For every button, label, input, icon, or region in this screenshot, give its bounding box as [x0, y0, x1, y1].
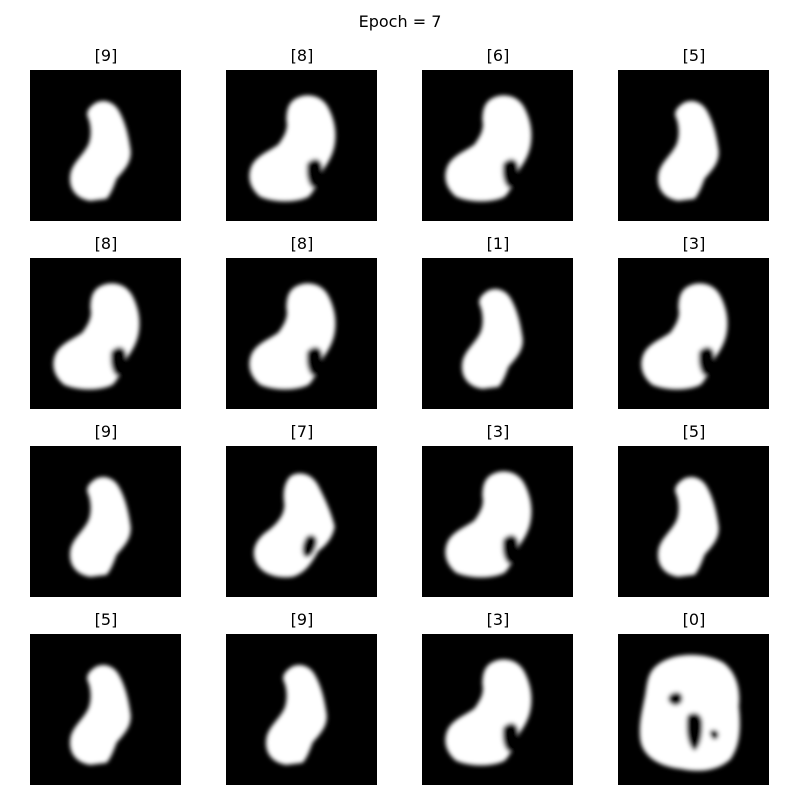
digit-stroke: [69, 665, 131, 765]
sample-label: [0]: [682, 610, 706, 629]
generated-digit-image: [30, 634, 181, 785]
digit-gap: [502, 723, 519, 753]
digit-stroke: [657, 101, 719, 201]
sample-label: [3]: [486, 610, 510, 629]
digit-gap: [698, 347, 715, 377]
sample-label: [8]: [290, 46, 314, 65]
generated-digit-image: [30, 70, 181, 221]
digit-stroke: [253, 473, 335, 578]
sample-label: [8]: [94, 234, 118, 253]
generated-digit-image: [226, 70, 377, 221]
digit-stroke: [69, 477, 131, 577]
sample-label: [7]: [290, 422, 314, 441]
digit-stroke: [461, 289, 523, 389]
digit-stroke: [69, 101, 131, 201]
sample-label: [5]: [682, 46, 706, 65]
sample-cell: [3]: [422, 609, 574, 785]
generated-digit-image: [226, 446, 377, 597]
generated-digit-image: [618, 446, 769, 597]
sample-label: [3]: [682, 234, 706, 253]
digit-gap: [302, 535, 317, 558]
generated-digit-image: [30, 446, 181, 597]
generated-digit-image: [422, 70, 573, 221]
sample-cell: [9]: [226, 609, 378, 785]
generated-digit-image: [226, 258, 377, 409]
sample-cell: [8]: [226, 45, 378, 221]
digit-gap: [502, 159, 519, 189]
digit-gap: [709, 729, 719, 740]
digit-stroke: [657, 477, 719, 577]
sample-cell: [5]: [618, 421, 770, 597]
sample-label: [9]: [290, 610, 314, 629]
generated-digit-image: [618, 634, 769, 785]
sample-label: [3]: [486, 422, 510, 441]
sample-cell: [9]: [30, 421, 182, 597]
generated-digit-image: [30, 258, 181, 409]
sample-cell: [9]: [30, 45, 182, 221]
sample-label: [5]: [682, 422, 706, 441]
generated-digit-image: [422, 634, 573, 785]
generated-digit-image: [226, 634, 377, 785]
sample-label: [8]: [290, 234, 314, 253]
digit-gap: [306, 159, 323, 189]
sample-cell: [3]: [618, 233, 770, 409]
sample-cell: [3]: [422, 421, 574, 597]
sample-label: [9]: [94, 46, 118, 65]
generated-digit-image: [422, 258, 573, 409]
generated-digit-image: [422, 446, 573, 597]
sample-label: [9]: [94, 422, 118, 441]
generated-digit-image: [618, 258, 769, 409]
sample-cell: [8]: [226, 233, 378, 409]
digit-gap: [668, 692, 683, 706]
sample-cell: [8]: [30, 233, 182, 409]
sample-label: [1]: [486, 234, 510, 253]
figure-title: Epoch = 7: [358, 12, 442, 31]
sample-cell: [0]: [618, 609, 770, 785]
digit-stroke: [639, 654, 740, 771]
digit-stroke: [265, 665, 327, 765]
digit-gap: [306, 347, 323, 377]
digit-gap: [686, 712, 703, 751]
sample-cell: [1]: [422, 233, 574, 409]
sample-cell: [6]: [422, 45, 574, 221]
generated-digit-image: [618, 70, 769, 221]
sample-cell: [5]: [30, 609, 182, 785]
sample-label: [6]: [486, 46, 510, 65]
sample-cell: [7]: [226, 421, 378, 597]
sample-label: [5]: [94, 610, 118, 629]
digit-gap: [502, 535, 519, 565]
digit-gap: [110, 347, 127, 377]
sample-cell: [5]: [618, 45, 770, 221]
